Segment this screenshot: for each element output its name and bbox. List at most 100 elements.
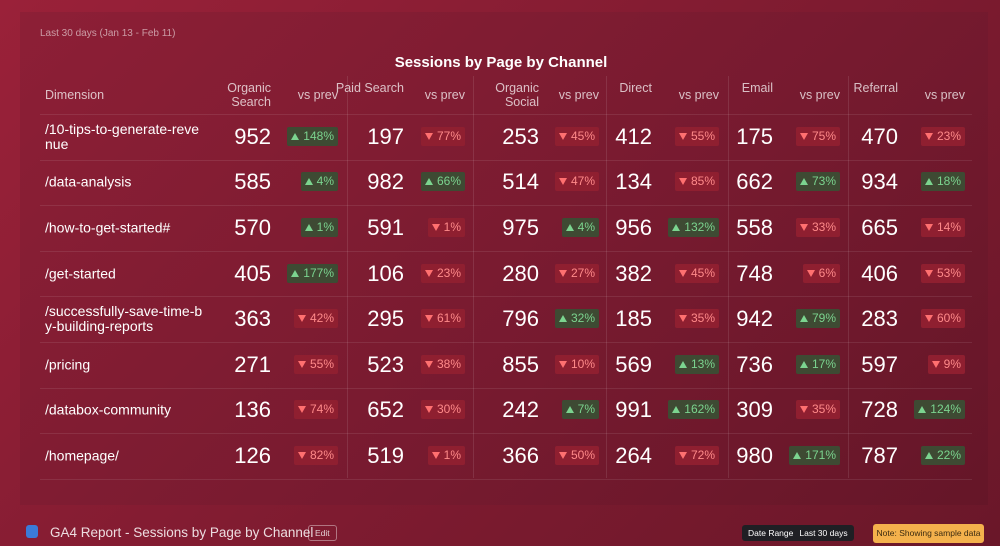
change-badge: 73% [795, 172, 840, 192]
row-separator [40, 114, 972, 115]
change-badge: 61% [420, 309, 465, 329]
trend-arrow [799, 315, 808, 323]
change-text: 77% [436, 128, 461, 143]
sample-data-note: Note: Showing sample data [873, 524, 984, 543]
table-title: Sessions by Page by Channel [394, 54, 608, 71]
change-badge: 177% [287, 263, 338, 283]
change-badge: 33% [795, 218, 840, 237]
change-text: 79% [811, 311, 836, 326]
session-value: 382 [615, 260, 652, 286]
edit-button[interactable]: Edit [308, 525, 337, 541]
dimension-header: Dimension [45, 88, 105, 102]
change-text: 30% [436, 402, 461, 417]
change-badge: 124% [914, 400, 965, 420]
compare-header: vs prev [297, 88, 338, 102]
trend-arrow [924, 178, 933, 186]
change-badge: 45% [674, 263, 719, 283]
session-value: 558 [736, 215, 773, 240]
session-value: 942 [736, 306, 773, 332]
trend-arrow [424, 132, 433, 140]
trend-arrow [565, 224, 574, 231]
trend-arrow [799, 360, 808, 368]
column-header: Organic Social [495, 81, 539, 109]
change-text: 38% [436, 356, 461, 371]
session-value: 748 [736, 260, 773, 286]
trend-arrow [424, 360, 433, 368]
trend-arrow [558, 360, 567, 368]
change-badge: 45% [554, 126, 599, 146]
trend-arrow [297, 360, 306, 368]
date-range-label: Date Range [748, 528, 794, 538]
change-badge: 74% [293, 400, 338, 420]
session-value: 591 [367, 215, 404, 240]
change-text: 42% [309, 311, 334, 326]
trend-arrow [678, 315, 687, 323]
change-text: 4% [316, 174, 334, 189]
change-badge: 42% [293, 309, 338, 329]
change-text: 1% [443, 448, 461, 462]
row-separator [40, 250, 972, 252]
change-text: 10% [570, 356, 595, 371]
session-value: 652 [367, 397, 404, 423]
change-text: 47% [570, 174, 595, 189]
change-text: 7% [577, 402, 595, 417]
session-value: 242 [502, 397, 539, 423]
change-badge: 4% [561, 218, 599, 237]
trend-arrow [304, 224, 313, 231]
column-separator [347, 76, 348, 478]
column-separator [606, 76, 607, 478]
change-badge: 22% [920, 446, 965, 465]
session-value: 787 [861, 443, 898, 468]
change-badge: 55% [293, 354, 338, 374]
change-badge: 72% [674, 446, 719, 465]
session-value: 665 [861, 215, 898, 240]
change-text: 4% [577, 220, 595, 234]
date-range-picker[interactable]: Date Range Last 30 days [742, 525, 854, 541]
trend-arrow [297, 315, 306, 323]
trend-arrow [678, 178, 687, 186]
session-value: 175 [736, 123, 773, 149]
session-value: 991 [615, 397, 652, 423]
trend-arrow [558, 452, 567, 459]
change-text: 33% [811, 220, 836, 234]
change-badge: 4% [300, 172, 338, 192]
column-separator [473, 76, 474, 478]
trend-arrow [431, 224, 440, 231]
change-badge: 13% [674, 354, 719, 374]
change-text: 55% [309, 356, 334, 371]
report-name[interactable]: GA4 Report - Sessions by Page by Channel [50, 525, 314, 540]
session-value: 952 [234, 123, 271, 149]
session-value: 405 [234, 260, 271, 286]
trend-arrow [565, 406, 574, 414]
session-value: 366 [502, 443, 539, 468]
session-value: 295 [367, 306, 404, 332]
session-value: 855 [502, 351, 539, 377]
change-badge: 53% [920, 263, 965, 283]
compare-header: vs prev [678, 88, 719, 102]
change-text: 45% [570, 128, 595, 143]
page-name: /homepage/ [45, 447, 119, 464]
change-text: 45% [690, 265, 715, 280]
change-badge: 66% [420, 172, 465, 192]
trend-arrow [799, 132, 808, 140]
trend-arrow [924, 315, 933, 323]
change-badge: 162% [668, 400, 719, 420]
row-separator [40, 387, 972, 389]
change-text: 73% [811, 174, 836, 189]
session-value: 136 [234, 397, 271, 423]
session-value: 975 [502, 215, 539, 240]
trend-arrow [297, 452, 306, 459]
change-badge: 10% [554, 354, 599, 374]
change-text: 66% [436, 174, 461, 189]
change-badge: 75% [795, 126, 840, 146]
session-value: 264 [615, 443, 652, 468]
row-separator [40, 205, 972, 207]
trend-arrow [424, 178, 433, 186]
trend-arrow [799, 406, 808, 414]
page-name: /get-started [45, 265, 116, 282]
row-separator [40, 342, 972, 343]
change-badge: 82% [293, 446, 338, 465]
session-value: 309 [736, 397, 773, 423]
change-text: 50% [570, 448, 595, 462]
compare-header: vs prev [924, 88, 965, 102]
